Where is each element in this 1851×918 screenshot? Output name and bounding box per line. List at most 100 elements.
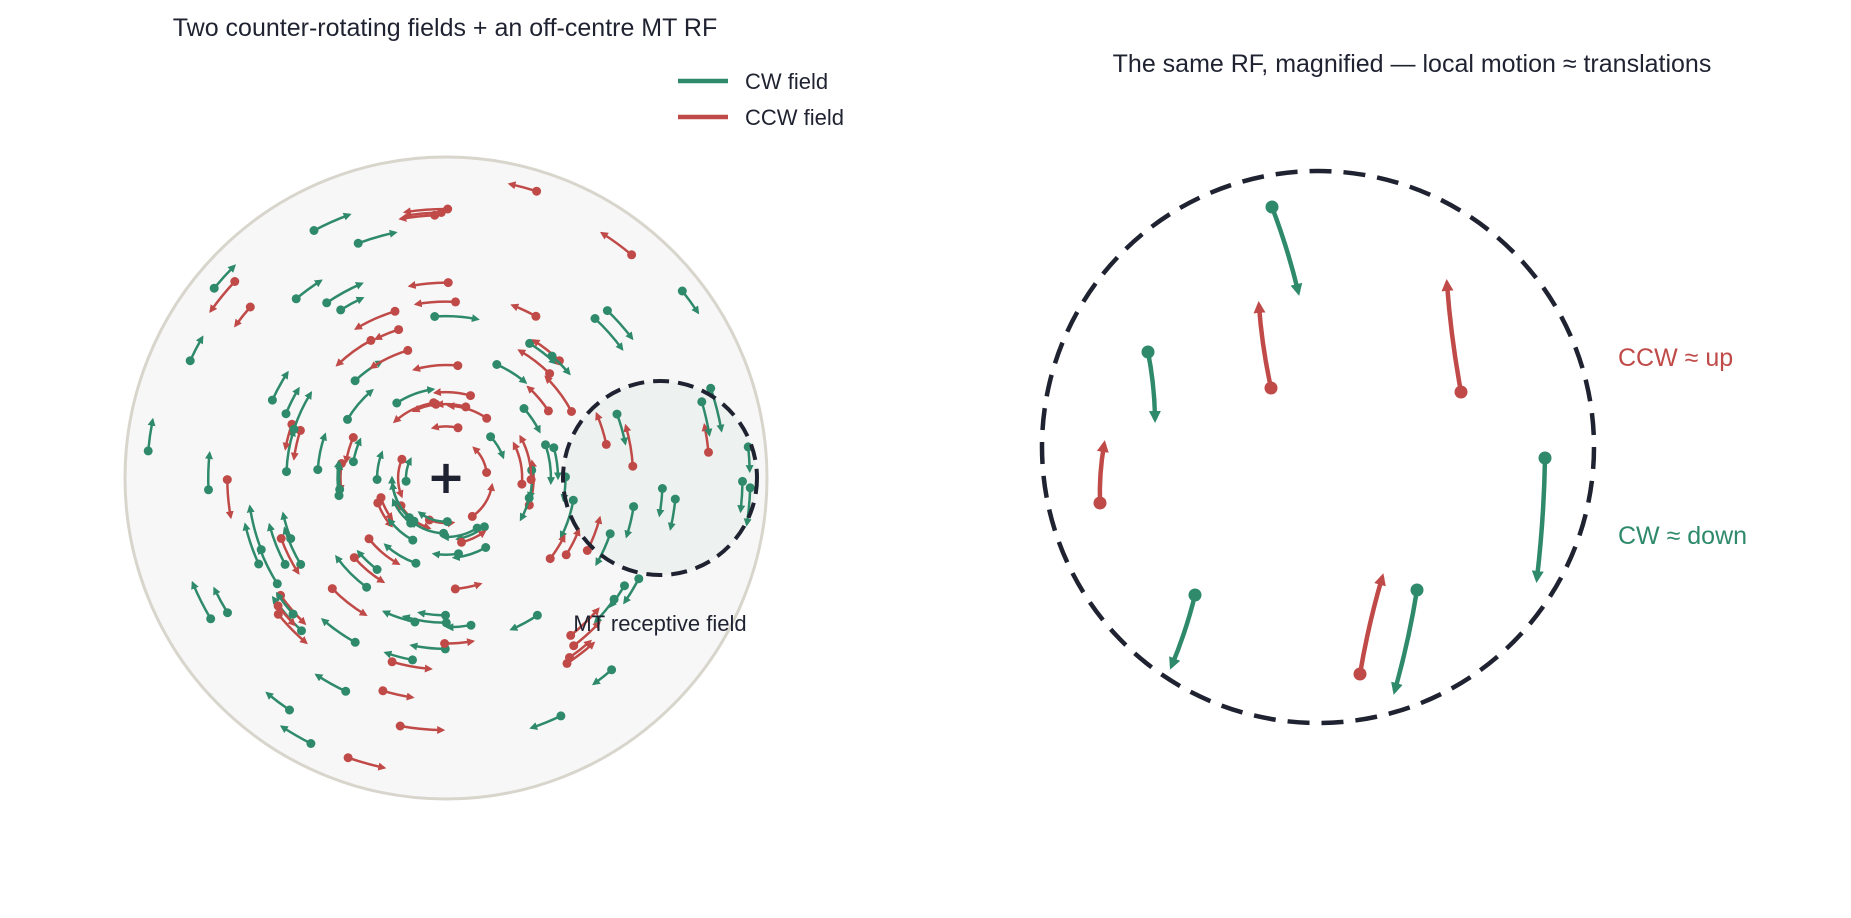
cw-dot bbox=[408, 535, 418, 545]
cw-dot bbox=[204, 485, 213, 495]
ccw-dot bbox=[517, 479, 527, 489]
cw-dot bbox=[343, 414, 352, 424]
cw-dot bbox=[743, 442, 753, 452]
cw-dot bbox=[706, 383, 716, 393]
cw-dot bbox=[353, 238, 363, 248]
ccw-magnified-trail bbox=[1253, 301, 1274, 391]
cw-direction-label: CW ≈ down bbox=[1618, 522, 1747, 550]
ccw-dot bbox=[543, 406, 553, 416]
ccw-dot bbox=[222, 475, 232, 485]
ccw-dot bbox=[376, 493, 386, 503]
cw-dot bbox=[738, 476, 747, 486]
cw-dot bbox=[492, 360, 502, 369]
ccw-dot bbox=[450, 584, 460, 594]
ccw-dot bbox=[440, 639, 450, 648]
ccw-dot bbox=[349, 553, 359, 563]
ccw-dot bbox=[429, 398, 439, 408]
stimulus-aperture bbox=[123, 155, 769, 801]
ccw-dot bbox=[273, 601, 283, 611]
cw-dot bbox=[286, 534, 296, 544]
cw-dot bbox=[296, 559, 306, 569]
cw-dot bbox=[223, 608, 232, 618]
ccw-dot bbox=[545, 369, 555, 379]
ccw-dot bbox=[482, 413, 492, 423]
ccw-magnified-trail bbox=[1357, 573, 1386, 677]
ccw-dot bbox=[348, 433, 358, 442]
ccw-magnified-dot bbox=[1093, 496, 1107, 510]
ccw-dot bbox=[482, 468, 492, 477]
cw-dot bbox=[541, 440, 550, 450]
cw-dot bbox=[532, 610, 542, 620]
cw-dot bbox=[549, 443, 559, 453]
cw-dot bbox=[609, 594, 619, 604]
rf-label: MT receptive field bbox=[573, 611, 746, 636]
cw-dot bbox=[466, 620, 476, 630]
cw-dot bbox=[602, 306, 612, 316]
cw-dot bbox=[313, 465, 323, 475]
ccw-dot bbox=[628, 461, 638, 471]
ccw-magnified-dot bbox=[1353, 667, 1367, 681]
cw-magnified-dot bbox=[1141, 345, 1155, 359]
cw-dot bbox=[297, 626, 306, 636]
cw-dot bbox=[547, 351, 557, 361]
cw-dot bbox=[629, 502, 639, 512]
ccw-dot bbox=[565, 653, 574, 662]
cw-dot bbox=[143, 446, 153, 456]
ccw-dot bbox=[531, 311, 541, 321]
ccw-magnified-dot bbox=[1264, 381, 1278, 395]
cw-dot bbox=[350, 637, 360, 647]
cw-dot bbox=[519, 404, 529, 413]
ccw-magnified-dot bbox=[1454, 385, 1468, 399]
cw-dot bbox=[442, 517, 452, 527]
ccw-dot bbox=[273, 609, 283, 619]
cw-dot bbox=[525, 338, 535, 348]
cw-dot bbox=[441, 618, 451, 628]
cw-magnified-dot bbox=[1188, 588, 1202, 602]
ccw-magnified-trail bbox=[1441, 279, 1464, 395]
cw-dot bbox=[372, 475, 382, 484]
cw-dot bbox=[256, 545, 266, 555]
cw-dot bbox=[745, 483, 755, 493]
cw-dot bbox=[411, 558, 421, 568]
cw-dot bbox=[556, 711, 566, 721]
cw-dot bbox=[430, 312, 440, 321]
ccw-dot bbox=[403, 345, 413, 355]
cw-dot bbox=[322, 298, 332, 308]
rf-outline bbox=[561, 379, 759, 577]
fixation-cross: + bbox=[427, 450, 466, 504]
cw-dot bbox=[401, 476, 411, 486]
cw-dot bbox=[441, 610, 450, 620]
ccw-dot bbox=[276, 534, 286, 543]
cw-dot bbox=[677, 286, 687, 296]
right-panel: The same RF, magnified — local motion ≈ … bbox=[1039, 50, 1747, 726]
cw-dot bbox=[524, 493, 534, 503]
ccw-dot bbox=[457, 537, 466, 547]
ccw-dot bbox=[601, 439, 611, 449]
cw-dot bbox=[306, 739, 316, 748]
ccw-dot bbox=[453, 423, 463, 433]
cw-dot bbox=[336, 305, 346, 315]
cw-magnified-trail bbox=[1391, 587, 1420, 695]
cw-dot bbox=[568, 495, 578, 505]
right-panel-title: The same RF, magnified — local motion ≈ … bbox=[1113, 50, 1712, 78]
cw-dot bbox=[362, 582, 372, 592]
left-panel-title: Two counter-rotating fields + an off-cen… bbox=[173, 14, 717, 42]
ccw-dot bbox=[545, 554, 555, 564]
ccw-dot bbox=[566, 630, 576, 640]
cw-dot bbox=[350, 376, 360, 386]
cw-dot-trail bbox=[205, 451, 213, 492]
cw-dot bbox=[607, 665, 617, 675]
cw-dot bbox=[206, 614, 216, 624]
ccw-dot bbox=[366, 335, 376, 345]
ccw-direction-label: CCW ≈ up bbox=[1618, 344, 1733, 372]
cw-dot bbox=[620, 581, 629, 591]
cw-dot bbox=[209, 283, 219, 293]
cw-dot bbox=[280, 559, 290, 569]
ccw-dot bbox=[466, 391, 475, 401]
cw-dot bbox=[612, 409, 622, 419]
cw-dot bbox=[392, 398, 402, 408]
ccw-dot bbox=[245, 302, 255, 312]
ccw-magnified-trail bbox=[1096, 440, 1109, 506]
cw-magnified-dot bbox=[1410, 583, 1424, 597]
cw-magnified-trail bbox=[1269, 204, 1303, 296]
